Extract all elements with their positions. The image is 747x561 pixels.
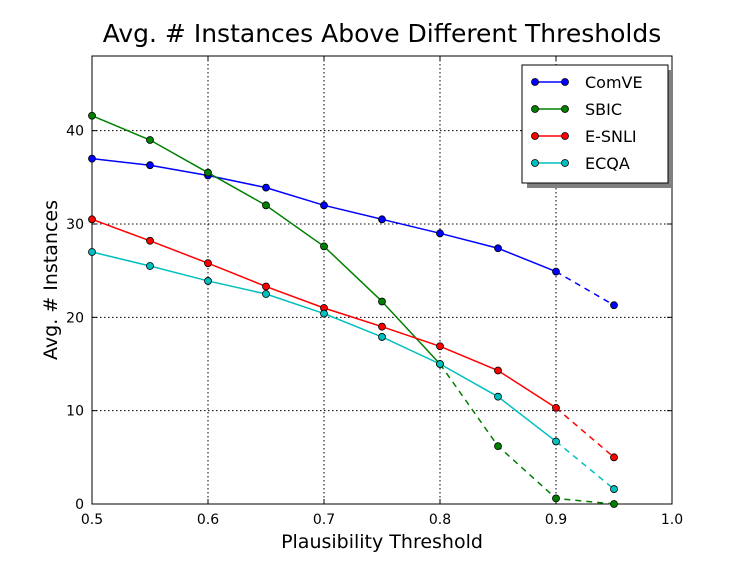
y-tick-label: 30 [66, 217, 84, 233]
series-sbic [88, 111, 618, 508]
series-line-dashed-e-snli [555, 407, 615, 458]
data-point-ecqa [494, 392, 502, 401]
data-point-e-snli [262, 282, 270, 291]
data-point-e-snli [88, 215, 96, 224]
y-tick-label: 20 [66, 310, 84, 326]
data-point-comve [88, 154, 96, 163]
data-point-ecqa [378, 333, 386, 341]
data-point-comve [494, 244, 502, 253]
legend-item-sbic: SBIC [531, 100, 622, 119]
legend-marker-ecqa [561, 159, 569, 167]
data-point-ecqa [610, 485, 618, 493]
legend-label-ecqa: ECQA [585, 154, 630, 173]
x-tick-label: 0.5 [81, 512, 103, 528]
data-point-comve [552, 267, 560, 276]
y-axis-label: Avg. # Instances [40, 200, 62, 360]
data-point-sbic [88, 111, 96, 120]
x-tick-label: 0.7 [313, 512, 335, 528]
data-point-comve [436, 229, 444, 238]
data-point-ecqa [436, 360, 444, 368]
x-axis-label: Plausibility Threshold [281, 531, 483, 553]
series-comve [88, 154, 618, 310]
series-line-dashed-ecqa [555, 440, 615, 490]
legend-marker-ecqa [531, 159, 539, 167]
data-point-sbic [552, 494, 560, 503]
legend-item-e-snli: E-SNLI [531, 127, 637, 146]
legend-marker-sbic [531, 105, 539, 113]
axis-ticks: 0.5 0.6 0.7 0.8 0.9 1.0 0 10 20 30 40 [66, 56, 683, 528]
data-point-comve [610, 301, 618, 310]
legend-item-comve: ComVE [531, 73, 643, 92]
data-point-e-snli [610, 453, 618, 462]
data-point-e-snli [204, 259, 212, 268]
legend-marker-comve [531, 78, 539, 86]
series-ecqa [88, 248, 618, 493]
legend: ComVE SBIC E-SNLI ECQA [521, 64, 673, 188]
legend-items: ComVE SBIC E-SNLI ECQA [531, 73, 643, 173]
data-point-ecqa [262, 290, 270, 298]
series-layer [88, 111, 618, 508]
data-point-ecqa [88, 248, 96, 256]
data-point-ecqa [204, 277, 212, 285]
x-tick-label: 0.6 [197, 512, 219, 528]
series-e-snli [88, 215, 618, 462]
data-point-ecqa [146, 262, 154, 270]
data-point-comve [146, 161, 154, 170]
x-tick-label: 0.9 [545, 512, 567, 528]
data-point-comve [378, 215, 386, 224]
y-tick-label: 0 [75, 497, 84, 513]
data-point-ecqa [552, 437, 560, 446]
data-point-sbic [204, 168, 212, 177]
data-point-sbic [494, 442, 502, 451]
series-line-dashed-comve [555, 270, 615, 306]
x-tick-label: 0.8 [429, 512, 451, 528]
legend-label-comve: ComVE [585, 73, 643, 92]
data-point-e-snli [146, 236, 154, 245]
data-point-e-snli [494, 366, 502, 375]
data-point-e-snli [436, 342, 444, 351]
legend-item-ecqa: ECQA [531, 154, 630, 173]
legend-marker-e-snli [531, 132, 539, 140]
data-point-comve [262, 183, 270, 192]
data-point-ecqa [320, 309, 328, 318]
data-point-sbic [610, 500, 618, 508]
data-point-e-snli [552, 403, 560, 412]
data-point-sbic [320, 242, 328, 251]
data-point-sbic [378, 297, 386, 306]
data-point-e-snli [378, 322, 386, 331]
chart-title: Avg. # Instances Above Different Thresho… [103, 19, 662, 48]
legend-label-sbic: SBIC [585, 100, 622, 119]
legend-label-e-snli: E-SNLI [585, 127, 637, 146]
x-tick-label: 1.0 [661, 512, 683, 528]
legend-marker-e-snli [561, 132, 569, 140]
y-tick-label: 40 [66, 124, 84, 140]
data-point-comve [320, 201, 328, 210]
data-point-sbic [262, 201, 270, 210]
y-tick-label: 10 [66, 404, 84, 420]
legend-marker-comve [561, 78, 569, 86]
data-point-sbic [146, 136, 154, 144]
legend-marker-sbic [561, 105, 569, 113]
